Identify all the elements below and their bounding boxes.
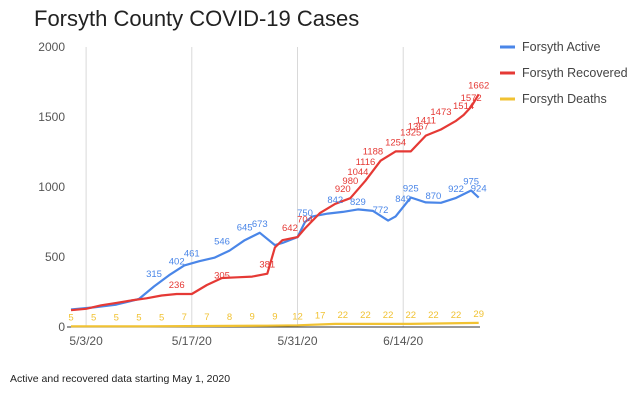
data-label: 975 <box>463 177 479 188</box>
data-label: 5 <box>114 312 119 323</box>
data-label: 1188 <box>363 147 383 158</box>
data-label: 12 <box>292 311 303 322</box>
data-label: 5 <box>136 312 141 323</box>
axes: 0 500 1000 1500 2000 5/3/20 5/17/20 5/31/20 6/14… <box>38 40 480 348</box>
data-label: 750 <box>297 208 313 219</box>
data-label: 461 <box>184 248 200 259</box>
data-label: 1325 <box>400 128 421 139</box>
data-label: 402 <box>169 257 185 268</box>
data-label: 922 <box>448 184 464 195</box>
data-label: 645 <box>237 223 253 234</box>
data-label: 1473 <box>430 107 451 118</box>
data-label: 22 <box>360 310 371 321</box>
data-label: 9 <box>250 312 255 323</box>
data-label: 22 <box>451 310 462 321</box>
data-label: 5 <box>159 312 164 323</box>
data-label: 1367 <box>408 122 429 133</box>
data-label: 925 <box>403 184 419 195</box>
data-label: 236 <box>169 280 185 291</box>
data-label: 1514 <box>453 101 474 112</box>
data-label: 7 <box>204 312 209 323</box>
data-label: 5 <box>91 312 96 323</box>
grid-lines <box>85 47 404 327</box>
data-label: 22 <box>405 310 416 321</box>
legend-label: Forsyth Recovered <box>522 66 628 80</box>
data-label: 381 <box>259 260 275 271</box>
forsyth-deaths-line <box>71 321 479 328</box>
data-label: 842 <box>327 195 343 206</box>
data-label: 5 <box>68 312 73 323</box>
data-label: 1572 <box>461 93 482 104</box>
data-label: 829 <box>350 197 366 208</box>
x-tick-label: 5/3/20 <box>69 334 103 348</box>
y-tick-label: 0 <box>58 320 65 334</box>
data-label: 1116 <box>356 157 376 168</box>
data-label: 980 <box>342 176 358 187</box>
y-tick-label: 1500 <box>38 110 65 124</box>
data-label: 17 <box>315 311 326 322</box>
forsyth-recovered-line <box>70 93 480 312</box>
data-label: 22 <box>428 310 439 321</box>
x-tick-label: 5/31/20 <box>277 334 317 348</box>
data-label: 1044 <box>347 167 368 178</box>
data-label: 924 <box>471 184 487 195</box>
data-label: 673 <box>252 219 268 230</box>
data-label: 1254 <box>385 137 406 148</box>
data-label: 1411 <box>416 115 436 126</box>
data-label: 8 <box>227 312 232 323</box>
y-tick-label: 2000 <box>38 40 65 54</box>
data-label: 29 <box>473 309 484 320</box>
data-label: 772 <box>373 205 389 216</box>
x-tick-label: 6/14/20 <box>383 334 423 348</box>
data-label: 849 <box>395 194 411 205</box>
data-label: 22 <box>383 310 394 321</box>
legend-label: Forsyth Deaths <box>522 92 607 106</box>
data-label: 22 <box>338 310 349 321</box>
data-label: 704 <box>297 214 313 225</box>
data-label: 315 <box>146 269 162 280</box>
data-label: 920 <box>335 184 351 195</box>
y-tick-label: 500 <box>45 250 65 264</box>
data-label: 642 <box>282 223 298 234</box>
data-label: 870 <box>425 191 441 202</box>
data-label: 9 <box>272 312 277 323</box>
chart-title: Forsyth County COVID-19 Cases <box>34 6 360 31</box>
y-tick-label: 1000 <box>38 180 65 194</box>
data-label: 7 <box>182 312 187 323</box>
data-label: 305 <box>214 270 230 281</box>
data-label: 1662 <box>468 80 489 91</box>
legend: Forsyth Active Forsyth Recovered Forsyth D… <box>500 40 628 106</box>
x-tick-label: 5/17/20 <box>172 334 212 348</box>
chart-area: 0 500 1000 1500 2000 5/3/20 5/17/20 5/31/20 6/14… <box>38 40 628 348</box>
data-label: 546 <box>214 237 230 248</box>
footnote: Active and recovered data starting May 1… <box>10 373 231 385</box>
series-lines <box>70 93 480 328</box>
legend-label: Forsyth Active <box>522 40 601 54</box>
